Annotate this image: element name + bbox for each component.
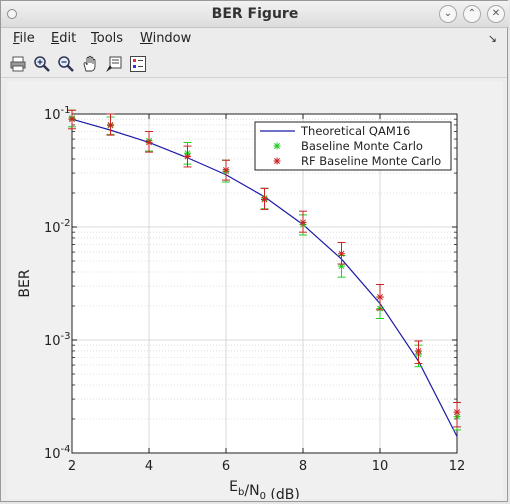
menu-bar: File Edit Tools Window ↘ — [1, 28, 507, 50]
legend-label: Baseline Monte Carlo — [301, 139, 423, 153]
legend-box[interactable] — [254, 121, 452, 171]
data-point — [145, 138, 153, 146]
minimize-icon[interactable]: ⌄ — [439, 5, 457, 23]
menu-tools[interactable]: Tools — [91, 31, 124, 46]
menu-edit[interactable]: Edit — [51, 31, 77, 46]
print-icon[interactable] — [9, 55, 27, 73]
x-tick-label: 10 — [372, 459, 389, 474]
maximize-icon[interactable]: ⌃ — [463, 5, 481, 23]
data-point — [261, 196, 268, 204]
y-axis-label: BER — [17, 269, 33, 297]
legend-icon[interactable] — [129, 55, 147, 73]
legend-label: Theoretical QAM16 — [300, 124, 410, 138]
data-point — [222, 166, 230, 174]
data-point — [415, 347, 422, 355]
y-tick-label: 10-2 — [44, 218, 71, 236]
zoom-in-icon[interactable] — [33, 55, 51, 73]
data-point — [184, 153, 191, 161]
close-icon[interactable]: ✕ — [487, 5, 505, 23]
toolbar — [1, 51, 507, 78]
data-point — [338, 250, 345, 258]
data-cursor-icon[interactable] — [105, 55, 123, 73]
title-bar[interactable]: BER Figure ⌄ ⌃ ✕ — [1, 1, 509, 28]
menu-window[interactable]: Window — [140, 31, 192, 46]
x-tick-label: 6 — [222, 459, 230, 474]
data-point — [68, 115, 76, 123]
legend-marker-swatch — [273, 142, 281, 150]
figure-canvas: 2 4 6 8 10 12 10-1 10-2 10-3 10-4 BER Eb/N0 (dB) The… — [7, 81, 503, 499]
y-tick-label: 10-1 — [44, 105, 71, 123]
ber-chart: 2 4 6 8 10 12 10-1 10-2 10-3 10-4 BER Eb/N0 (dB) The… — [17, 105, 466, 499]
legend-label: RF Baseline Monte Carlo — [301, 154, 441, 168]
zoom-out-icon[interactable] — [57, 55, 75, 73]
menu-file[interactable]: File — [13, 31, 35, 46]
window-menu-icon[interactable] — [7, 9, 17, 19]
axes-box — [71, 113, 458, 454]
window-title: BER Figure — [211, 6, 299, 22]
dock-arrow-icon[interactable]: ↘ — [487, 32, 497, 45]
x-tick-label: 12 — [449, 459, 466, 474]
legend-marker-swatch — [273, 157, 281, 165]
x-tick-label: 2 — [68, 459, 76, 474]
y-tick-label: 10-4 — [44, 444, 71, 462]
data-point — [299, 218, 307, 226]
x-axis-label: Eb/N0 (dB) — [229, 479, 300, 499]
x-tick-label: 4 — [145, 459, 153, 474]
data-point — [376, 293, 384, 301]
y-tick-label: 10-3 — [44, 331, 71, 349]
pan-hand-icon[interactable] — [81, 55, 99, 73]
data-point — [453, 408, 461, 416]
x-tick-label: 8 — [299, 459, 307, 474]
data-point — [107, 121, 114, 129]
